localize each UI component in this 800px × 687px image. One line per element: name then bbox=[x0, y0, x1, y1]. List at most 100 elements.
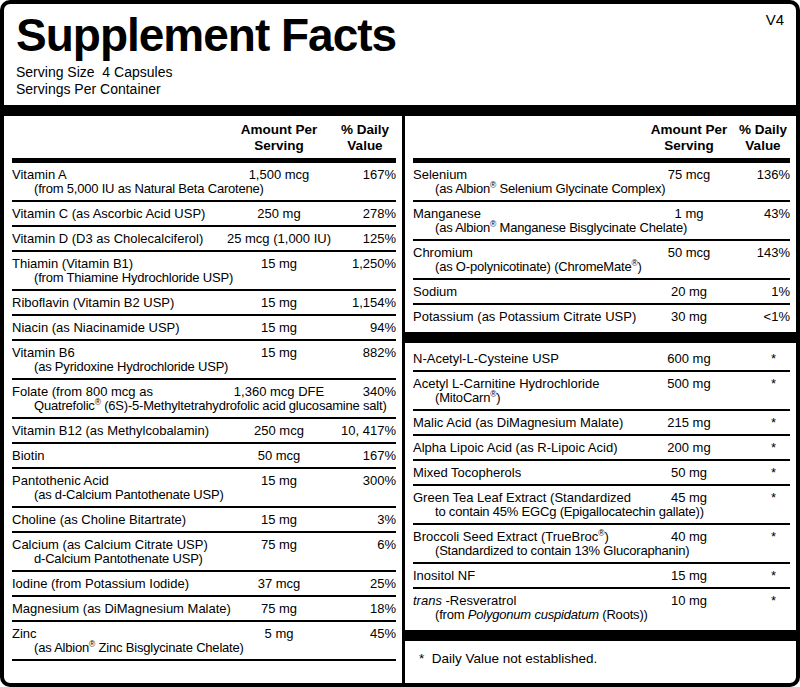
ingredient-name: Chromium bbox=[413, 246, 642, 260]
amount-per-serving-header: Amount Per Serving bbox=[642, 122, 736, 154]
ingredient-name-line2: to contain 45% EGCg (Epigallocatechin ga… bbox=[413, 505, 790, 519]
daily-value: 278% bbox=[334, 207, 396, 221]
amount-per-serving: 1,360 mcg DFE bbox=[224, 385, 334, 399]
table-row: Chromium50 mcg143%(as O-polynicotinate) … bbox=[413, 241, 790, 280]
row-line1: Malic Acid (as DiMagnesium Malate)215 mg… bbox=[413, 411, 790, 430]
ingredient-name: Potassium (as Potassium Citrate USP) bbox=[413, 310, 642, 324]
table-row: Vitamin A1,500 mcg167%(from 5,000 IU as … bbox=[12, 163, 396, 202]
daily-value: 143% bbox=[736, 246, 790, 260]
daily-value: * bbox=[736, 530, 790, 544]
table-row: Sodium20 mg1% bbox=[413, 280, 790, 305]
ingredient-name: Niacin (as Niacinamide USP) bbox=[12, 321, 224, 335]
daily-value: 1,154% bbox=[334, 296, 396, 310]
amount-header-line1: Amount Per bbox=[224, 122, 334, 138]
ingredient-name: Vitamin B12 (as Methylcobalamin) bbox=[12, 424, 224, 438]
row-line1: Broccoli Seed Extract (TrueBroc®)40 mg* bbox=[413, 525, 790, 544]
ingredient-name: Vitamin B6 bbox=[12, 346, 224, 360]
section-divider-bar bbox=[405, 332, 796, 343]
ingredient-name: Selenium bbox=[413, 168, 642, 182]
amount-per-serving: 215 mg bbox=[642, 416, 736, 430]
row-line1: Manganese1 mg43% bbox=[413, 202, 790, 221]
row-line1: Magnesium (as DiMagnesium Malate)75 mg18… bbox=[12, 597, 396, 616]
table-row: Folate (from 800 mcg as1,360 mcg DFE340%… bbox=[12, 380, 396, 419]
ingredient-name: Green Tea Leaf Extract (Standardized bbox=[413, 491, 642, 505]
amount-per-serving: 15 mg bbox=[224, 346, 334, 360]
table-row: Vitamin B12 (as Methylcobalamin)250 mcg1… bbox=[12, 419, 396, 444]
row-line1: Selenium75 mcg136% bbox=[413, 163, 790, 182]
ingredient-name: Iodine (from Potassium Iodide) bbox=[12, 577, 224, 591]
ingredient-name: Folate (from 800 mcg as bbox=[12, 385, 224, 399]
amount-per-serving: 250 mcg bbox=[224, 424, 334, 438]
daily-value: 300% bbox=[334, 474, 396, 488]
amount-per-serving: 25 mcg (1,000 IU) bbox=[224, 232, 334, 246]
amount-per-serving-header: Amount Per Serving bbox=[224, 122, 334, 154]
facts-table: Amount Per Serving % Daily Value Vitamin… bbox=[4, 105, 796, 683]
ingredient-name-line2: Quatrefolic® (6S)-5-Methyltetrahydrofoli… bbox=[12, 399, 396, 413]
table-row: Vitamin C (as Ascorbic Acid USP)250 mg27… bbox=[12, 202, 396, 227]
daily-value: 340% bbox=[334, 385, 396, 399]
daily-value: * bbox=[736, 594, 790, 608]
daily-value: * bbox=[736, 491, 790, 505]
amount-per-serving: 1 mg bbox=[642, 207, 736, 221]
dv-header-line2: Value bbox=[736, 138, 790, 154]
table-row: Green Tea Leaf Extract (Standardized45 m… bbox=[413, 486, 790, 525]
ingredient-name: Malic Acid (as DiMagnesium Malate) bbox=[413, 416, 642, 430]
ingredient-name: Calcium (as Calcium Citrate USP) bbox=[12, 538, 224, 552]
row-line1: Folate (from 800 mcg as1,360 mcg DFE340% bbox=[12, 380, 396, 399]
ingredient-name: Riboflavin (Vitamin B2 USP) bbox=[12, 296, 224, 310]
ingredient-name-line2: (as Albion® Manganese Bisglycinate Chela… bbox=[413, 221, 790, 235]
ingredient-name-line2: (as d-Calcium Pantothenate USP) bbox=[12, 488, 396, 502]
ingredient-name: Vitamin D (D3 as Cholecalciferol) bbox=[12, 232, 224, 246]
amount-per-serving: 200 mg bbox=[642, 441, 736, 455]
row-line1: Vitamin A1,500 mcg167% bbox=[12, 163, 396, 182]
row-line1: Vitamin B615 mg882% bbox=[12, 341, 396, 360]
row-line1: Vitamin C (as Ascorbic Acid USP)250 mg27… bbox=[12, 202, 396, 221]
ingredient-name: Sodium bbox=[413, 285, 642, 299]
daily-value: 10, 417% bbox=[334, 424, 396, 438]
ingredient-name: Vitamin A bbox=[12, 168, 224, 182]
row-line1: Vitamin B12 (as Methylcobalamin)250 mcg1… bbox=[12, 419, 396, 438]
daily-value: 45% bbox=[334, 627, 396, 641]
row-line1: Potassium (as Potassium Citrate USP)30 m… bbox=[413, 305, 790, 324]
right-column-top-bar bbox=[405, 105, 796, 116]
row-line1: Pantothenic Acid15 mg300% bbox=[12, 469, 396, 488]
row-line1: Green Tea Leaf Extract (Standardized45 m… bbox=[413, 486, 790, 505]
table-row: Malic Acid (as DiMagnesium Malate)215 mg… bbox=[413, 411, 790, 436]
ingredient-name: Pantothenic Acid bbox=[12, 474, 224, 488]
amount-per-serving: 15 mg bbox=[224, 321, 334, 335]
table-row: Manganese1 mg43%(as Albion® Manganese Bi… bbox=[413, 202, 790, 241]
ingredient-name-line2: d-Calcium Pantothenate USP) bbox=[12, 552, 396, 566]
ingredient-name: Manganese bbox=[413, 207, 642, 221]
daily-value: 3% bbox=[334, 513, 396, 527]
ingredient-name-line2: (as Pyridoxine Hydrochloride USP) bbox=[12, 360, 396, 374]
amount-per-serving: 37 mcg bbox=[224, 577, 334, 591]
row-line1: Sodium20 mg1% bbox=[413, 280, 790, 299]
amount-header-line1: Amount Per bbox=[642, 122, 736, 138]
amount-per-serving: 45 mg bbox=[642, 491, 736, 505]
row-line1: Calcium (as Calcium Citrate USP)75 mg6% bbox=[12, 533, 396, 552]
daily-value: 125% bbox=[334, 232, 396, 246]
ingredient-name-line2: (from 5,000 IU as Natural Beta Carotene) bbox=[12, 182, 396, 196]
amount-per-serving: 250 mg bbox=[224, 207, 334, 221]
amount-per-serving: 75 mg bbox=[224, 602, 334, 616]
daily-value-header: % Daily Value bbox=[736, 122, 790, 154]
ingredient-name: Choline (as Choline Bitartrate) bbox=[12, 513, 224, 527]
supplement-facts-label: V4 Supplement Facts Serving Size 4 Capsu… bbox=[0, 0, 800, 687]
row-line1: Choline (as Choline Bitartrate)15 mg3% bbox=[12, 508, 396, 527]
ingredient-name: Thiamin (Vitamin B1) bbox=[12, 257, 224, 271]
table-row: Mixed Tocopherols50 mg* bbox=[413, 461, 790, 486]
label-header: Supplement Facts Serving Size 4 Capsules… bbox=[4, 4, 796, 105]
daily-value-footnote: * Daily Value not established. bbox=[413, 645, 790, 666]
amount-per-serving: 5 mg bbox=[224, 627, 334, 641]
right-column: Amount Per Serving % Daily Value Seleniu… bbox=[405, 105, 796, 683]
daily-value: <1% bbox=[736, 310, 790, 324]
daily-value: 1,250% bbox=[334, 257, 396, 271]
row-line1: Biotin50 mcg167% bbox=[12, 444, 396, 463]
row-line1: Riboflavin (Vitamin B2 USP)15 mg1,154% bbox=[12, 291, 396, 310]
table-row: Iodine (from Potassium Iodide)37 mcg25% bbox=[12, 572, 396, 597]
row-line1: Alpha Lipoic Acid (as R-Lipoic Acid)200 … bbox=[413, 436, 790, 455]
row-line1: Thiamin (Vitamin B1)15 mg1,250% bbox=[12, 252, 396, 271]
daily-value: * bbox=[736, 441, 790, 455]
header-spacer bbox=[12, 122, 224, 154]
left-column-inner: Amount Per Serving % Daily Value Vitamin… bbox=[4, 116, 402, 683]
